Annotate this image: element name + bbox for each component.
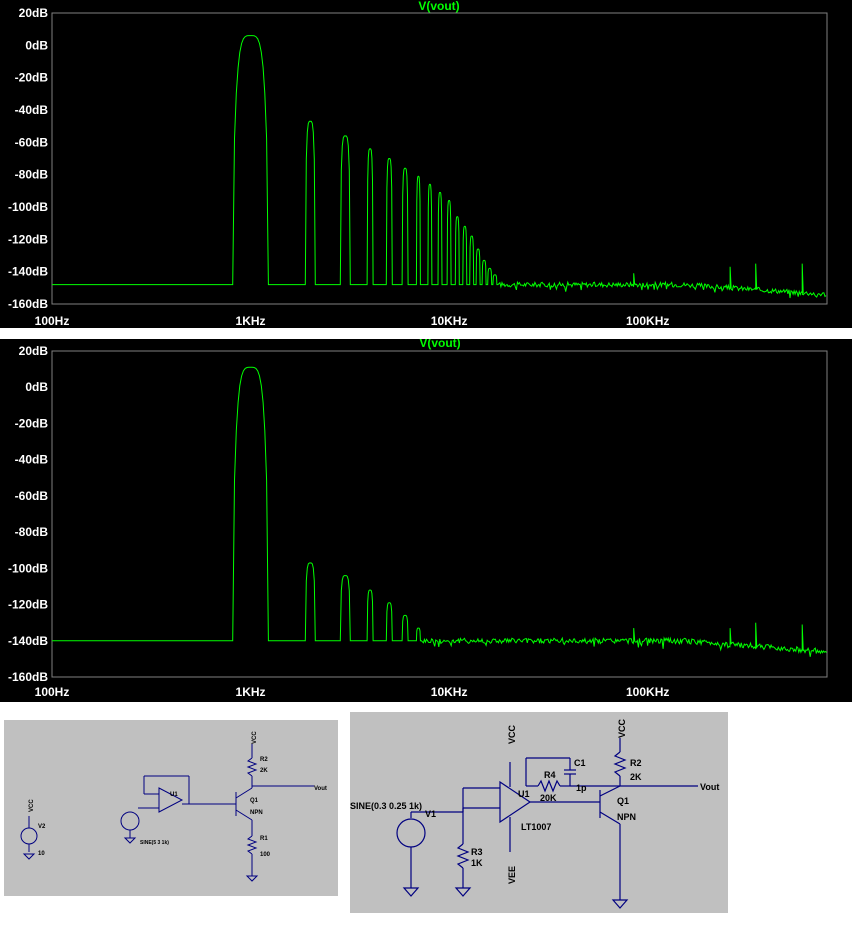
- y-tick-label: -80dB: [15, 168, 49, 182]
- plot-svg: V(vout) 20dB 0dB -20dB -40dB -60dB -80dB -100d…: [8, 339, 828, 699]
- y-tick-label: -60dB: [15, 489, 49, 503]
- y-tick-label: 0dB: [25, 380, 48, 394]
- voltage-source-v1: [396, 818, 426, 848]
- label-vcc: VCC: [507, 724, 517, 744]
- y-tick-label: 20dB: [19, 344, 49, 358]
- schematic-small: VCC V2 10 U1 SINE(5 3 1k) VCC R2 2K Vout…: [4, 720, 338, 896]
- label-vout: Vout: [700, 782, 719, 792]
- label-r2: R2: [260, 757, 268, 763]
- label-source: SINE(0.3 0.25 1k): [350, 801, 422, 811]
- label-v2: V2: [38, 824, 46, 830]
- label-u1-model: LT1007: [521, 822, 551, 832]
- label-r2: R2: [630, 758, 642, 768]
- y-tick-labels: 20dB 0dB -20dB -40dB -60dB -80dB -100dB -120dB -…: [8, 344, 48, 684]
- y-tick-label: -160dB: [8, 297, 48, 311]
- x-tick-label: 1KHz: [236, 685, 266, 699]
- series-line: [52, 35, 827, 299]
- y-tick-label: -160dB: [8, 670, 48, 684]
- label-u1: U1: [170, 792, 178, 798]
- y-tick-label: -60dB: [15, 135, 49, 149]
- resistor-r4: [537, 779, 561, 793]
- schematic-large: VCC VCC C1 1p R4 20K R2 2K Vout SINE(0.3…: [350, 712, 728, 913]
- resistor-r3: [456, 843, 470, 869]
- plot-frame: [51, 12, 828, 305]
- y-tick-label: -40dB: [15, 453, 49, 467]
- schematic-large-svg: VCC VCC C1 1p R4 20K R2 2K Vout SINE(0.3…: [350, 718, 719, 909]
- plot-title: V(vout): [418, 0, 459, 13]
- label-v2-value: 10: [38, 851, 45, 857]
- opamp-u1: [158, 787, 184, 813]
- y-tick-label: 20dB: [19, 6, 49, 20]
- x-tick-label: 1KHz: [236, 314, 266, 328]
- ground-symbol: [245, 875, 259, 882]
- x-tick-label: 10KHz: [431, 314, 468, 328]
- y-tick-label: -80dB: [15, 525, 49, 539]
- resistor-r2: [246, 757, 258, 777]
- label-vcc: VCC: [252, 731, 258, 744]
- plot-title: V(vout): [419, 339, 460, 350]
- voltage-source-v2: [20, 827, 38, 845]
- y-tick-label: -140dB: [8, 265, 48, 279]
- label-r4-value: 20K: [540, 793, 557, 803]
- y-tick-label: -120dB: [8, 598, 48, 612]
- y-tick-label: -140dB: [8, 634, 48, 648]
- ground-symbol: [454, 887, 472, 897]
- resistor-r1: [246, 835, 258, 855]
- series-line: [52, 366, 827, 657]
- x-tick-label: 100KHz: [626, 685, 669, 699]
- label-vcc: VCC: [29, 799, 35, 812]
- label-c1: C1: [574, 758, 586, 768]
- ground-symbol: [402, 887, 420, 897]
- label-r3: R3: [471, 847, 483, 857]
- y-tick-label: -20dB: [15, 71, 49, 85]
- label-r4: R4: [544, 770, 556, 780]
- resistor-r2: [613, 751, 627, 777]
- opamp-u1: [499, 780, 532, 824]
- spectrum-plot-bottom: V(vout) 20dB 0dB -20dB -40dB -60dB -80dB -100d…: [0, 339, 852, 702]
- label-vee: VEE: [507, 866, 517, 884]
- label-v1: V1: [425, 809, 436, 819]
- x-tick-label: 100KHz: [626, 314, 669, 328]
- y-tick-label: -20dB: [15, 416, 49, 430]
- x-tick-label: 100Hz: [35, 685, 70, 699]
- label-r2-value: 2K: [260, 768, 268, 774]
- label-r2-value: 2K: [630, 772, 642, 782]
- plot-frame: [51, 350, 828, 678]
- x-tick-label: 10KHz: [431, 685, 468, 699]
- ground-symbol: [123, 837, 137, 844]
- label-r1-value: 100: [260, 852, 271, 858]
- label-c1-value: 1p: [576, 783, 587, 793]
- label-q1: Q1: [250, 798, 259, 804]
- label-vout: Vout: [314, 786, 327, 792]
- label-source: SINE(5 3 1k): [140, 840, 169, 846]
- ground-symbol: [611, 899, 629, 909]
- label-r1: R1: [260, 836, 268, 842]
- y-tick-labels: 20dB 0dB -20dB -40dB -60dB -80dB -100dB -120dB -…: [8, 6, 48, 311]
- x-tick-labels: 100Hz 1KHz 10KHz 100KHz: [35, 685, 670, 699]
- spectrum-plot-top: V(vout) 20dB 0dB -20dB -40dB -60dB -80dB -100d…: [0, 0, 852, 328]
- schematic-small-svg: VCC V2 10 U1 SINE(5 3 1k) VCC R2 2K Vout…: [20, 731, 327, 882]
- x-tick-labels: 100Hz 1KHz 10KHz 100KHz: [35, 314, 670, 328]
- y-tick-label: -40dB: [15, 103, 49, 117]
- label-u1: U1: [518, 789, 530, 799]
- y-tick-label: -120dB: [8, 232, 48, 246]
- sine-source: [120, 811, 140, 831]
- label-q1: Q1: [617, 796, 629, 806]
- ground-symbol: [22, 853, 36, 860]
- label-vcc: VCC: [617, 718, 627, 738]
- y-tick-label: -100dB: [8, 561, 48, 575]
- plot-svg: V(vout) 20dB 0dB -20dB -40dB -60dB -80dB -100d…: [8, 0, 828, 328]
- x-tick-label: 100Hz: [35, 314, 70, 328]
- label-q1-type: NPN: [250, 810, 263, 816]
- label-q1-type: NPN: [617, 812, 636, 822]
- y-tick-label: -100dB: [8, 200, 48, 214]
- y-tick-label: 0dB: [25, 38, 48, 52]
- label-r3-value: 1K: [471, 858, 483, 868]
